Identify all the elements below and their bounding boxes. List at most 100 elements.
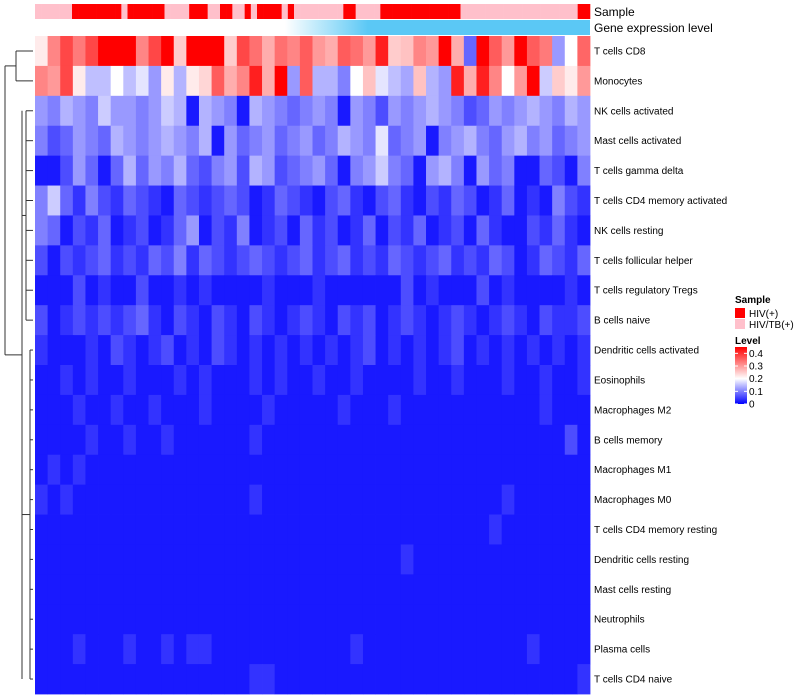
heatmap-cell: [337, 544, 351, 575]
heatmap-cell: [135, 125, 149, 157]
heatmap-cell: [476, 454, 490, 486]
heatmap-cell: [161, 335, 175, 366]
heatmap-cell: [249, 484, 263, 515]
heatmap-cell: [110, 514, 124, 545]
heatmap-cell: [501, 95, 515, 127]
heatmap-cell: [135, 454, 149, 486]
heatmap-cell: [476, 245, 490, 276]
heatmap-cell: [552, 335, 566, 366]
heatmap-cell: [438, 394, 452, 426]
heatmap-cell: [173, 335, 187, 366]
heatmap-cell: [211, 424, 225, 456]
row-label: B cells memory: [594, 435, 662, 446]
heatmap-cell: [539, 36, 553, 67]
sample-annotation-cell: [300, 4, 307, 19]
heatmap-cell: [135, 484, 149, 515]
heatmap-cell: [198, 634, 212, 665]
heatmap-cell: [47, 36, 61, 67]
heatmap-cell: [60, 335, 74, 366]
sample-annotation-cell: [244, 4, 252, 19]
heatmap-cell: [148, 305, 162, 336]
heatmap-cell: [438, 484, 452, 515]
heatmap-cell: [110, 215, 124, 246]
heatmap-cell: [135, 664, 149, 695]
heatmap-cell: [72, 155, 86, 186]
heatmap-cell: [299, 335, 313, 366]
sample-annotation-cell: [546, 4, 554, 19]
heatmap-cell: [211, 544, 225, 575]
heatmap-cell: [438, 185, 452, 216]
heatmap-cell: [135, 365, 149, 396]
heatmap-cell: [489, 394, 503, 426]
heatmap-cell: [375, 514, 389, 545]
heatmap-cell: [375, 574, 389, 605]
heatmap-cell: [463, 634, 477, 665]
heatmap-cell: [198, 245, 212, 276]
heatmap-cell: [85, 365, 99, 396]
heatmap-cell: [375, 335, 389, 366]
heatmap-cell: [85, 484, 99, 515]
heatmap-cell: [110, 484, 124, 515]
heatmap-cell: [224, 394, 238, 426]
heatmap-cell: [400, 424, 414, 456]
heatmap-cell: [337, 275, 351, 306]
heatmap-cell: [110, 394, 124, 426]
heatmap-cell: [539, 155, 553, 186]
heatmap-cell: [413, 544, 427, 575]
heatmap-cell: [438, 275, 452, 306]
heatmap-cell: [186, 514, 200, 545]
heatmap-cell: [539, 664, 553, 695]
sample-annotation-cell: [41, 4, 48, 19]
heatmap-cell: [236, 335, 250, 366]
heatmap-cell: [123, 634, 137, 665]
heatmap-cell: [224, 664, 238, 695]
heatmap-cell: [224, 215, 238, 246]
heatmap-cell: [135, 155, 149, 186]
heatmap-cell: [400, 394, 414, 426]
heatmap-cell: [539, 245, 553, 276]
heatmap-cell: [388, 245, 402, 276]
sample-annotation-cell: [294, 4, 301, 19]
heatmap-cell: [388, 604, 402, 635]
heatmap-cell: [224, 454, 238, 486]
heatmap-cell: [438, 454, 452, 486]
heatmap-cell: [501, 245, 515, 276]
heatmap-cell: [489, 36, 503, 67]
heatmap-cell: [438, 305, 452, 336]
heatmap-cell: [489, 215, 503, 246]
heatmap-cell: [60, 394, 74, 426]
sample-annotation-cell: [170, 4, 178, 19]
heatmap-cell: [375, 125, 389, 157]
heatmap-cell: [375, 185, 389, 216]
heatmap-cell: [463, 514, 477, 545]
heatmap-cell: [135, 634, 149, 665]
heatmap-cell: [350, 36, 364, 67]
heatmap-cell: [451, 185, 465, 216]
heatmap-cell: [350, 454, 364, 486]
heatmap-cell: [72, 245, 86, 276]
heatmap-cell: [577, 65, 591, 97]
heatmap-cell: [35, 65, 49, 97]
heatmap-cell: [249, 604, 263, 635]
heatmap-cell: [135, 604, 149, 635]
heatmap-cell: [388, 664, 402, 695]
heatmap-cell: [274, 305, 288, 336]
heatmap-cell: [98, 335, 112, 366]
heatmap-cell: [224, 305, 238, 336]
heatmap-cell: [325, 634, 339, 665]
heatmap-cell: [337, 365, 351, 396]
heatmap-cell: [362, 365, 376, 396]
heatmap-cell: [72, 36, 86, 67]
heatmap-cell: [552, 394, 566, 426]
heatmap-cell: [236, 365, 250, 396]
heatmap-cell: [60, 36, 74, 67]
heatmap-cell: [375, 245, 389, 276]
heatmap-cell: [274, 394, 288, 426]
heatmap-cell: [211, 305, 225, 336]
heatmap-cell: [539, 335, 553, 366]
heatmap-cell: [489, 335, 503, 366]
heatmap-cell: [451, 514, 465, 545]
colorbar-tick-label: 0: [749, 400, 755, 411]
heatmap-cell: [249, 95, 263, 127]
row-label: Mast cells activated: [594, 136, 681, 147]
